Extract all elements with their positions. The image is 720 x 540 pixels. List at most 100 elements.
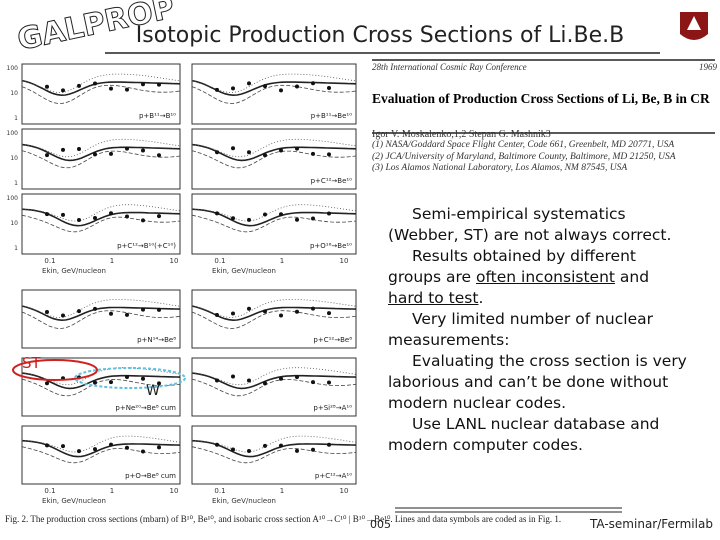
data-point	[125, 146, 129, 151]
data-point	[263, 84, 267, 89]
data-point	[93, 447, 97, 452]
data-point	[61, 212, 65, 217]
model-curve	[191, 299, 357, 318]
data-point	[77, 449, 81, 454]
x-tick-label: 1	[280, 487, 284, 495]
y-tick-label: 10	[10, 155, 18, 162]
model-curve	[191, 367, 357, 386]
data-point	[295, 146, 299, 151]
panel-label: p+B¹¹→B¹⁰	[139, 112, 176, 120]
page-number: 1969	[699, 62, 717, 72]
conference: 28th International Cosmic Ray Conference	[372, 62, 527, 72]
data-point	[125, 214, 129, 219]
slide-title: Isotopic Production Cross Sections of Li…	[136, 23, 624, 48]
highlight	[74, 367, 186, 389]
bullet: Results obtained by different groups are…	[388, 246, 688, 309]
model-curve	[191, 143, 357, 162]
bullet-list: Semi-empirical systematics (Webber, ST) …	[388, 204, 688, 456]
data-point	[109, 86, 113, 91]
data-point	[247, 81, 251, 86]
figure-caption: Fig. 2. The production cross sections (m…	[5, 514, 561, 524]
y-tick-label: 1	[14, 180, 18, 187]
data-point	[279, 313, 283, 318]
data-point	[157, 82, 161, 87]
data-point	[263, 153, 267, 158]
model-curve	[191, 79, 357, 97]
affiliation: (2) JCA/University of Maryland, Baltimor…	[372, 151, 676, 162]
bullet-text: Evaluating the cross section is very lab…	[388, 352, 687, 412]
bullet: Evaluating the cross section is very lab…	[388, 351, 688, 414]
y-tick-label: 100	[7, 195, 19, 202]
plot-panel	[191, 63, 357, 125]
data-point	[45, 212, 49, 217]
data-point	[77, 147, 81, 152]
plot-panel	[191, 425, 357, 485]
data-point	[327, 85, 331, 90]
y-tick-label: 100	[7, 65, 19, 72]
data-point	[311, 306, 315, 311]
data-point	[327, 311, 331, 316]
university-logo	[680, 12, 708, 40]
affiliation: (3) Los Alamos National Laboratory, Los …	[372, 163, 628, 173]
model-curve	[191, 73, 357, 93]
model-curve	[21, 372, 181, 390]
x-tick-label: 0.1	[214, 257, 225, 265]
data-point	[61, 444, 65, 449]
data-point	[311, 216, 315, 221]
data-point	[125, 445, 129, 450]
model-curve	[21, 84, 181, 104]
data-point	[263, 309, 267, 314]
bullet-text: hard to test	[388, 289, 479, 307]
annotation: W	[146, 383, 160, 399]
plot-panel	[191, 357, 357, 417]
data-point	[45, 84, 49, 89]
data-point	[231, 311, 235, 316]
data-point	[279, 148, 283, 153]
model-curve	[191, 310, 357, 329]
data-point	[247, 150, 251, 155]
data-point	[231, 374, 235, 379]
data-point	[157, 381, 161, 386]
data-point	[157, 307, 161, 312]
data-point	[311, 81, 315, 86]
data-point	[141, 376, 145, 381]
data-point	[141, 82, 145, 87]
bullet-text: and	[614, 268, 650, 286]
data-point	[157, 214, 161, 219]
plot-panel	[21, 193, 181, 255]
panel-label: p+B¹¹→Be¹⁰	[311, 112, 353, 120]
y-tick-label: 10	[10, 90, 18, 97]
panel-label: p+Si²⁸→A¹⁰	[313, 404, 352, 412]
data-point	[215, 378, 219, 383]
data-point	[215, 87, 219, 92]
plot-panel	[191, 193, 357, 255]
y-tick-label: 100	[7, 130, 19, 137]
data-point	[141, 307, 145, 312]
data-point	[295, 309, 299, 314]
plot-panel	[191, 128, 357, 190]
model-curve	[191, 214, 357, 233]
data-point	[263, 381, 267, 386]
panel-label: p+O→Be⁸ cum	[125, 472, 176, 480]
data-point	[311, 380, 315, 385]
data-point	[125, 312, 129, 317]
affiliation: (1) NASA/Goddard Space Flight Center, Co…	[372, 140, 675, 150]
data-point	[295, 84, 299, 89]
footer-left: 005	[370, 518, 391, 531]
data-point	[215, 442, 219, 447]
data-point	[215, 211, 219, 216]
model-curve	[21, 150, 181, 169]
plot-panel	[21, 128, 181, 190]
data-point	[247, 378, 251, 383]
data-point	[93, 306, 97, 311]
panel-label: p+O¹⁶→Be¹⁰	[310, 242, 352, 250]
data-point	[109, 211, 113, 216]
x-tick-label: 10	[340, 257, 349, 265]
x-tick-label: 10	[170, 257, 179, 265]
model-curve	[191, 84, 357, 104]
data-point	[295, 217, 299, 222]
data-point	[93, 380, 97, 385]
model-curve	[21, 214, 181, 233]
data-point	[327, 442, 331, 447]
data-point	[77, 309, 81, 314]
